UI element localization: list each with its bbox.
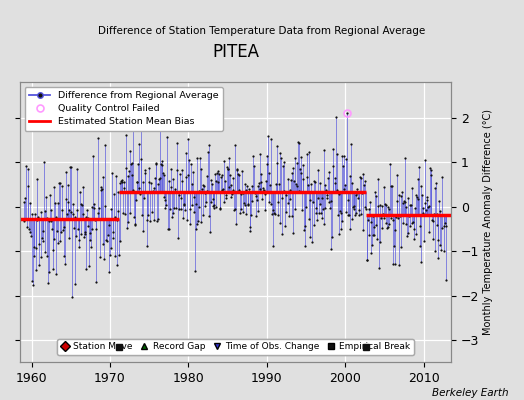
Legend: Station Move, Record Gap, Time of Obs. Change, Empirical Break: Station Move, Record Gap, Time of Obs. C… [57,339,414,355]
Text: Difference of Station Temperature Data from Regional Average: Difference of Station Temperature Data f… [99,26,425,36]
Text: Berkeley Earth: Berkeley Earth [432,388,508,398]
Y-axis label: Monthly Temperature Anomaly Difference (°C): Monthly Temperature Anomaly Difference (… [483,109,493,335]
Title: PITEA: PITEA [212,43,259,61]
